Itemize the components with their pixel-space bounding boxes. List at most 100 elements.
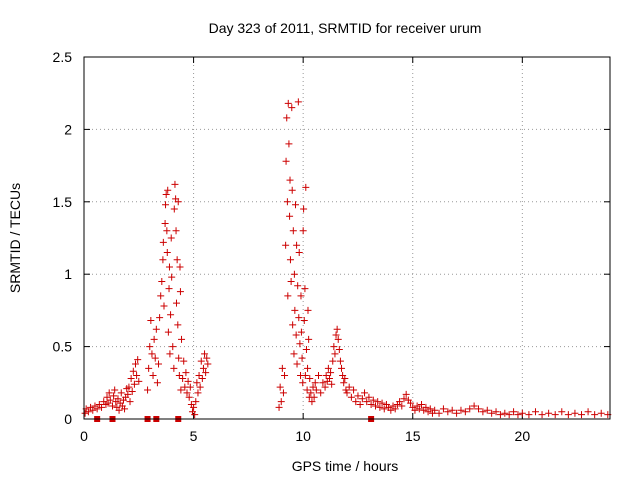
data-point <box>93 405 101 413</box>
data-point <box>160 302 168 310</box>
y-tick-label: 2.5 <box>53 49 73 65</box>
data-point <box>164 186 172 194</box>
data-point <box>354 392 362 400</box>
data-point <box>165 285 173 293</box>
data-point <box>287 277 295 285</box>
data-point <box>190 403 198 411</box>
data-point <box>130 380 138 388</box>
data-point <box>106 396 114 404</box>
data-point <box>146 343 154 351</box>
data-point <box>531 408 539 416</box>
data-point <box>334 335 342 343</box>
data-point <box>149 372 157 380</box>
data-point <box>311 379 319 387</box>
data-point <box>197 357 205 365</box>
data-point <box>133 372 141 380</box>
y-tick-label: 2 <box>64 121 72 137</box>
data-point <box>292 331 300 339</box>
data-point <box>352 398 360 406</box>
y-tick-label: 1.5 <box>53 194 73 210</box>
data-point <box>193 379 201 387</box>
data-point <box>298 354 306 362</box>
data-point <box>518 409 526 417</box>
data-point <box>505 411 513 419</box>
data-point <box>283 198 291 206</box>
data-point <box>376 403 384 411</box>
data-point <box>156 314 164 322</box>
data-point <box>296 340 304 348</box>
data-point <box>172 227 180 235</box>
data-point <box>347 393 355 401</box>
data-point <box>157 292 165 300</box>
data-point <box>192 398 200 406</box>
data-point <box>538 411 546 419</box>
grid-lines <box>84 57 610 419</box>
data-point <box>330 343 338 351</box>
x-tick-label: 20 <box>515 428 531 444</box>
data-point <box>307 389 315 397</box>
data-point <box>514 411 522 419</box>
plot-frame <box>83 56 611 420</box>
data-point <box>289 321 297 329</box>
data-point <box>171 180 179 188</box>
data-point <box>153 379 161 387</box>
data-point <box>175 372 183 380</box>
data-point <box>167 311 175 319</box>
data-point <box>124 390 132 398</box>
data-point <box>115 406 123 414</box>
data-point <box>186 383 194 391</box>
data-point <box>276 383 284 391</box>
data-point <box>144 386 152 394</box>
data-point <box>321 383 329 391</box>
data-point <box>126 398 134 406</box>
data-point <box>306 374 314 382</box>
data-point <box>108 402 116 410</box>
data-point <box>151 354 159 362</box>
data-point <box>333 325 341 333</box>
data-point <box>431 406 439 414</box>
data-point <box>435 409 443 417</box>
data-point <box>361 389 369 397</box>
data-point <box>297 328 305 336</box>
data-point <box>294 282 302 290</box>
data-point <box>338 364 346 372</box>
data-point <box>327 369 335 377</box>
data-point <box>302 345 310 353</box>
data-point <box>299 227 307 235</box>
data-point <box>168 273 176 281</box>
data-point <box>281 372 289 380</box>
data-point <box>172 299 180 307</box>
data-point <box>288 186 296 194</box>
data-point <box>166 350 174 358</box>
data-point <box>584 408 592 416</box>
data-point <box>178 335 186 343</box>
data-point <box>81 409 89 417</box>
data-point <box>279 389 287 397</box>
data-point <box>291 201 299 209</box>
data-point <box>162 191 170 199</box>
data-point <box>525 411 533 419</box>
data-point <box>110 392 118 400</box>
data-point <box>129 367 137 375</box>
x-tick-label: 10 <box>295 428 311 444</box>
data-point <box>169 343 177 351</box>
data-point <box>340 379 348 387</box>
data-point <box>185 393 193 401</box>
data-point <box>345 383 353 391</box>
data-point <box>303 386 311 394</box>
data-point <box>304 364 312 372</box>
data-point <box>448 406 456 414</box>
data-point <box>288 104 296 112</box>
data-point <box>175 354 183 362</box>
data-point <box>294 98 302 106</box>
data-point <box>289 227 297 235</box>
data-point <box>426 405 434 413</box>
data-point <box>285 140 293 148</box>
data-point <box>470 402 478 410</box>
data-point <box>305 335 313 343</box>
data-point <box>159 238 167 246</box>
x-tick-label: 0 <box>80 428 88 444</box>
data-point <box>282 241 290 249</box>
data-point <box>387 406 395 414</box>
data-point <box>286 176 294 184</box>
